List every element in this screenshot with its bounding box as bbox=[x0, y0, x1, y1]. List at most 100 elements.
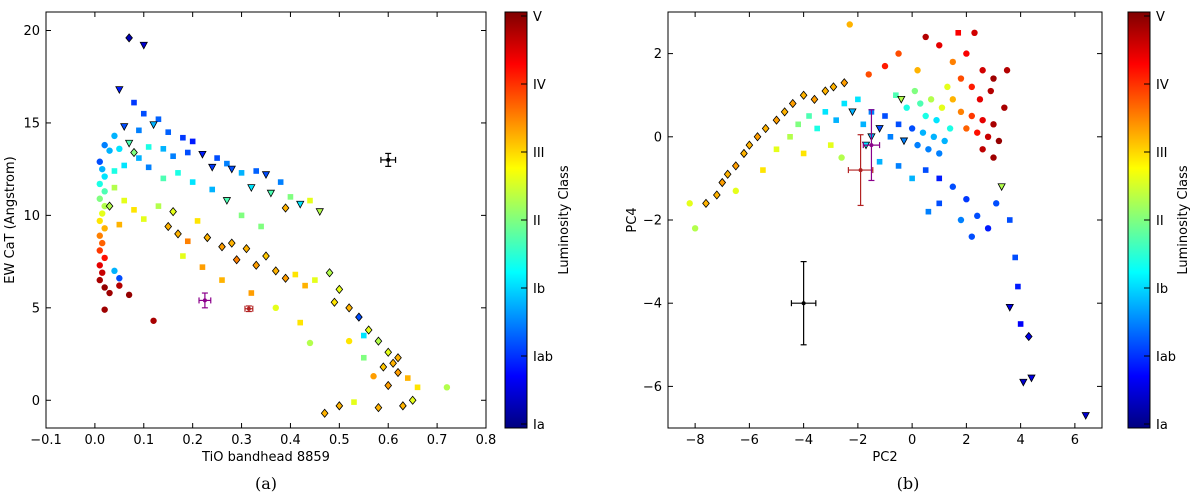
data-point-b bbox=[895, 50, 902, 57]
data-point-b bbox=[974, 212, 981, 220]
data-point-a bbox=[136, 155, 142, 161]
data-point-a bbox=[106, 289, 113, 297]
data-point-b bbox=[979, 116, 986, 124]
data-point-a bbox=[209, 186, 216, 193]
data-point-b bbox=[984, 225, 992, 232]
data-point-a bbox=[307, 197, 313, 204]
data-point-b bbox=[876, 158, 883, 165]
data-point-b bbox=[814, 125, 820, 132]
panel-caption-a: (a) bbox=[255, 474, 277, 493]
data-point-a bbox=[136, 127, 142, 134]
x-tick-label-a: 0.7 bbox=[427, 433, 448, 448]
error-bars-b bbox=[790, 109, 881, 346]
data-point-a bbox=[96, 232, 103, 239]
data-point-b bbox=[795, 121, 801, 128]
data-point-a bbox=[203, 232, 212, 243]
data-point-b bbox=[723, 169, 732, 179]
data-point-b bbox=[968, 112, 975, 120]
data-point-a bbox=[281, 203, 290, 213]
x-tick-label-a: 0.0 bbox=[85, 433, 106, 448]
data-point-b bbox=[760, 167, 766, 173]
y-tick-label-a: 10 bbox=[23, 209, 40, 224]
x-tick-label-a: 0.5 bbox=[329, 433, 350, 448]
data-point-a bbox=[169, 207, 177, 217]
data-point-b bbox=[968, 83, 975, 91]
error-bars-a bbox=[198, 152, 397, 313]
y-tick-label-b: −6 bbox=[643, 380, 662, 395]
data-point-a bbox=[404, 375, 411, 381]
data-point-a bbox=[116, 275, 123, 282]
data-point-a bbox=[121, 162, 128, 169]
data-point-a bbox=[277, 179, 284, 185]
panel-b: −8 −6 −4 −2 0 2 4 6 −6 −4 −2 0 2 PC2 PC4 (b) bbox=[625, 11, 1103, 493]
data-point-b bbox=[925, 208, 932, 215]
data-point-a bbox=[253, 168, 260, 174]
error-bar-b bbox=[790, 261, 817, 346]
data-point-a bbox=[224, 160, 230, 167]
data-point-b bbox=[893, 92, 899, 98]
data-point-b bbox=[941, 137, 948, 145]
data-point-b bbox=[846, 21, 853, 28]
data-point-a bbox=[351, 399, 357, 405]
data-point-b bbox=[949, 58, 957, 66]
data-point-a bbox=[101, 254, 108, 262]
data-point-a bbox=[227, 165, 236, 174]
colorbar-tick-label-a: III bbox=[533, 146, 545, 161]
data-point-b bbox=[925, 146, 932, 153]
data-point-a bbox=[394, 353, 402, 363]
x-tick-label-a: 0.3 bbox=[231, 433, 252, 448]
data-point-b bbox=[1006, 217, 1013, 223]
data-point-a bbox=[116, 282, 123, 289]
data-point-b bbox=[990, 75, 997, 82]
data-point-a bbox=[222, 197, 232, 205]
colorbar-label-b: Luminosity Class bbox=[1176, 165, 1191, 274]
data-point-b bbox=[990, 154, 997, 161]
data-point-a bbox=[101, 188, 108, 195]
colorbar-tick-label-a: Ib bbox=[533, 282, 545, 297]
data-point-b bbox=[911, 87, 919, 95]
data-point-a bbox=[232, 255, 241, 265]
colorbar-label-a: Luminosity Class bbox=[557, 165, 572, 274]
data-point-b bbox=[772, 115, 781, 125]
data-point-b bbox=[882, 113, 888, 119]
data-point-b bbox=[930, 133, 938, 140]
data-point-a bbox=[99, 239, 106, 247]
x-tick-label-a: −0.1 bbox=[30, 433, 62, 448]
data-point-b bbox=[810, 94, 819, 104]
data-point-b bbox=[865, 71, 872, 78]
plot-area-b bbox=[667, 11, 1103, 429]
y-tick-label-a: 15 bbox=[23, 116, 40, 131]
data-point-a bbox=[214, 155, 220, 161]
data-point-a bbox=[116, 221, 123, 228]
data-point-a bbox=[247, 184, 256, 192]
data-point-a bbox=[164, 221, 173, 232]
colorbar-tick-label-b: IV bbox=[1156, 78, 1169, 93]
colorbar-tick-label-a: Ia bbox=[533, 418, 545, 433]
data-point-a bbox=[111, 132, 118, 140]
x-tick-label-b: 0 bbox=[908, 433, 916, 448]
data-point-b bbox=[1001, 104, 1008, 111]
data-point-a bbox=[296, 200, 305, 209]
data-point-a bbox=[96, 180, 103, 188]
scatter-points-b bbox=[686, 21, 1090, 420]
data-point-b bbox=[990, 121, 997, 128]
data-point-a bbox=[271, 266, 280, 276]
data-point-a bbox=[443, 384, 451, 391]
data-point-b bbox=[1015, 283, 1021, 290]
data-point-a bbox=[125, 291, 133, 299]
data-point-a bbox=[208, 163, 217, 172]
data-point-b bbox=[691, 225, 699, 232]
colorbar-tick-label-b: Ia bbox=[1156, 418, 1168, 433]
colorbar-tick-label-b: Iab bbox=[1156, 350, 1176, 365]
y-tick-label-b: −2 bbox=[643, 214, 662, 229]
data-point-a bbox=[99, 210, 106, 217]
data-point-b bbox=[922, 33, 929, 41]
data-point-a bbox=[150, 317, 157, 324]
data-point-a bbox=[360, 332, 367, 339]
data-point-b bbox=[800, 150, 807, 157]
data-point-a bbox=[379, 362, 388, 372]
x-tick-label-a: 0.6 bbox=[378, 433, 399, 448]
data-point-b bbox=[761, 123, 770, 134]
